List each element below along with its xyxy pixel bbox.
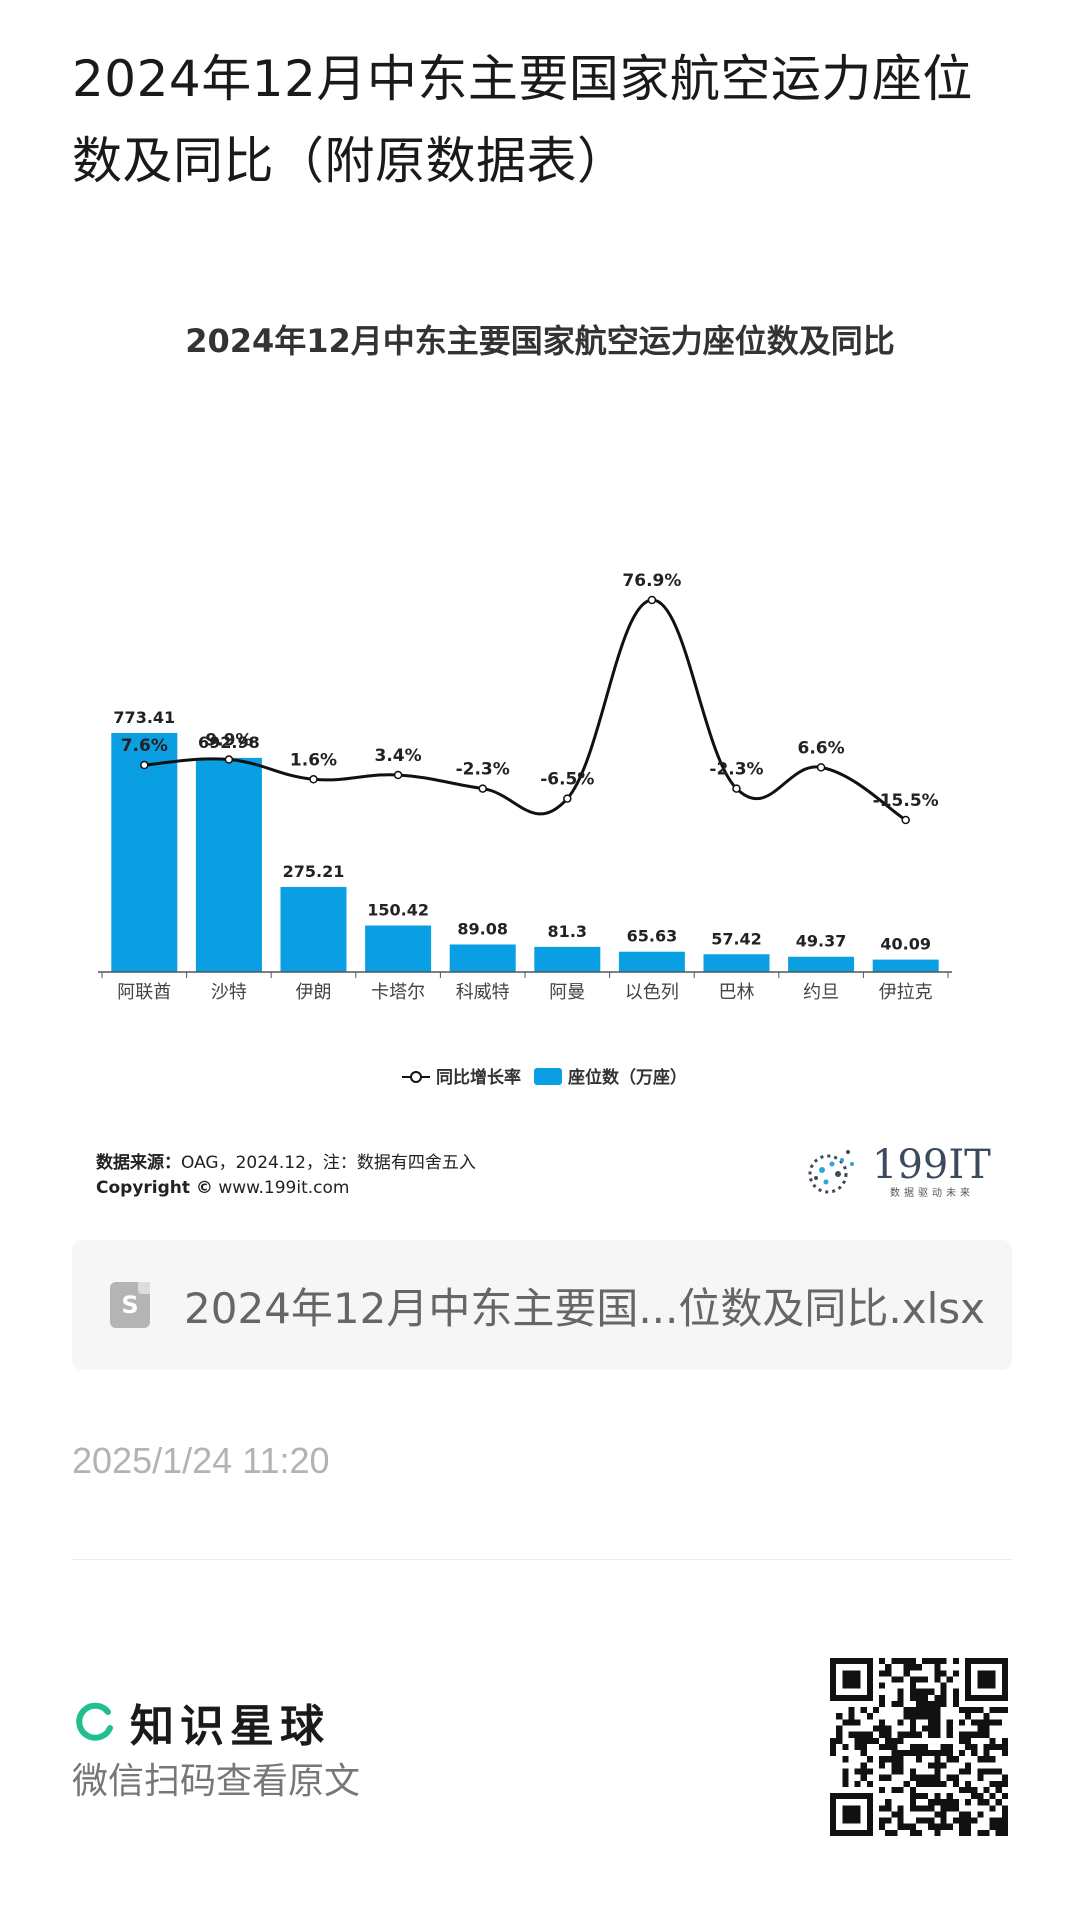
growth-value-label: 3.4%	[375, 746, 422, 766]
bar	[703, 954, 770, 972]
bar-value-label: 81.3	[548, 922, 587, 941]
x-tick-label: 以色列	[625, 982, 679, 1003]
x-tick-label: 沙特	[211, 982, 247, 1003]
legend: 同比增长率 座位数（万座）	[402, 1067, 687, 1088]
bar-value-label: 89.08	[457, 919, 508, 938]
growth-point	[140, 760, 149, 770]
growth-point	[478, 784, 487, 793]
growth-value-label: 6.6%	[798, 738, 845, 758]
growth-value-label: -6.5%	[540, 770, 594, 790]
bar	[618, 951, 685, 972]
growth-line-layer: 7.6% 9.9% 1.6% 3.4% -2.3% -6.5% 76.9% -2.3% 6.6%…	[121, 571, 939, 825]
x-axis: 阿联酋 沙特 伊朗 卡塔尔 科威特 阿曼 以色列 巴林 约旦 伊拉克	[98, 971, 952, 1003]
legend-label-seats: 座位数（万座）	[568, 1067, 687, 1088]
legend-label-growth: 同比增长率	[436, 1067, 521, 1088]
bar-value-label: 692.98	[198, 733, 260, 752]
spreadsheet-file-icon: S	[110, 1282, 150, 1328]
bar-value-label: 65.63	[627, 927, 678, 946]
page-title: 2024年12月中东主要国家航空运力座位数及同比（附原数据表）	[72, 50, 973, 190]
growth-value-label: 9.9%	[205, 731, 252, 751]
bar	[788, 956, 855, 972]
growth-value-label: 76.9%	[622, 571, 681, 591]
legend-line-marker-icon	[410, 1071, 422, 1083]
brand-dots-icon	[808, 1150, 854, 1194]
growth-value-label: -2.3%	[456, 760, 510, 780]
brand-logo: 199IT 数据驱动未来	[808, 1142, 991, 1199]
copyright: Copyright © www.199it.com	[96, 1178, 350, 1198]
x-tick-label: 科威特	[456, 982, 510, 1003]
attachment-file-name: 2024年12月中东主要国...位数及同比.xlsx	[184, 1283, 985, 1333]
bar	[111, 733, 178, 972]
growth-point	[309, 775, 318, 784]
divider	[72, 1559, 1012, 1560]
growth-point	[901, 815, 910, 825]
chart-title: 2024年12月中东主要国家航空运力座位数及同比	[185, 322, 895, 360]
growth-value-label: 1.6%	[290, 750, 337, 770]
growth-point	[563, 794, 572, 803]
brand-name: 199IT	[872, 1142, 991, 1188]
bar-value-label: 57.42	[711, 929, 762, 948]
growth-value-label: -15.5%	[873, 791, 939, 811]
bar-value-label: 275.21	[283, 862, 345, 881]
x-tick-label: 巴林	[719, 982, 755, 1003]
x-tick-label: 卡塔尔	[371, 982, 425, 1003]
post-timestamp: 2025/1/24 11:20	[72, 1440, 330, 1481]
legend-bar-icon	[534, 1068, 562, 1085]
growth-point	[393, 770, 403, 780]
bar	[195, 757, 262, 972]
bar-value-label: 49.37	[796, 932, 847, 951]
data-source: 数据来源：OAG，2024.12，注：数据有四舍五入	[96, 1153, 476, 1173]
bar	[534, 946, 601, 972]
bar-value-label: 40.09	[880, 935, 931, 954]
growth-point	[224, 755, 234, 764]
x-tick-label: 伊朗	[296, 982, 332, 1003]
planet-ring-icon	[76, 1702, 113, 1741]
bar	[280, 886, 347, 972]
attachment-card[interactable]: S 2024年12月中东主要国...位数及同比.xlsx	[72, 1240, 1012, 1370]
x-tick-label: 阿曼	[549, 982, 585, 1003]
planet-brand: 知识星球	[72, 1690, 330, 1754]
growth-value-label: -2.3%	[709, 760, 763, 780]
x-tick-label: 伊拉克	[879, 982, 933, 1003]
x-tick-label: 约旦	[803, 982, 839, 1003]
bar	[365, 925, 432, 972]
bar	[872, 959, 939, 972]
bar-value-label: 150.42	[367, 901, 429, 920]
growth-point	[647, 595, 657, 605]
scan-hint: 微信扫码查看原文	[72, 1761, 361, 1802]
growth-point	[732, 784, 741, 793]
bar	[449, 944, 516, 972]
growth-point	[816, 763, 826, 772]
bars-layer: 773.41 692.98 275.21 150.42 89.08 81.3 65.63 57…	[111, 708, 939, 972]
brand-tagline: 数据驱动未来	[890, 1186, 974, 1199]
bar-value-label: 773.41	[113, 708, 175, 727]
planet-name: 知识星球	[130, 1701, 330, 1752]
chart: 2024年12月中东主要国家航空运力座位数及同比 773.41 692.98 275…	[98, 322, 952, 1088]
x-tick-label: 阿联酋	[117, 982, 171, 1003]
growth-value-label: 7.6%	[121, 736, 168, 756]
qr-code-icon	[830, 1658, 1008, 1836]
chart-card: 2024年12月中东主要国家航空运力座位数及同比 773.41 692.98 275…	[72, 300, 1008, 1220]
